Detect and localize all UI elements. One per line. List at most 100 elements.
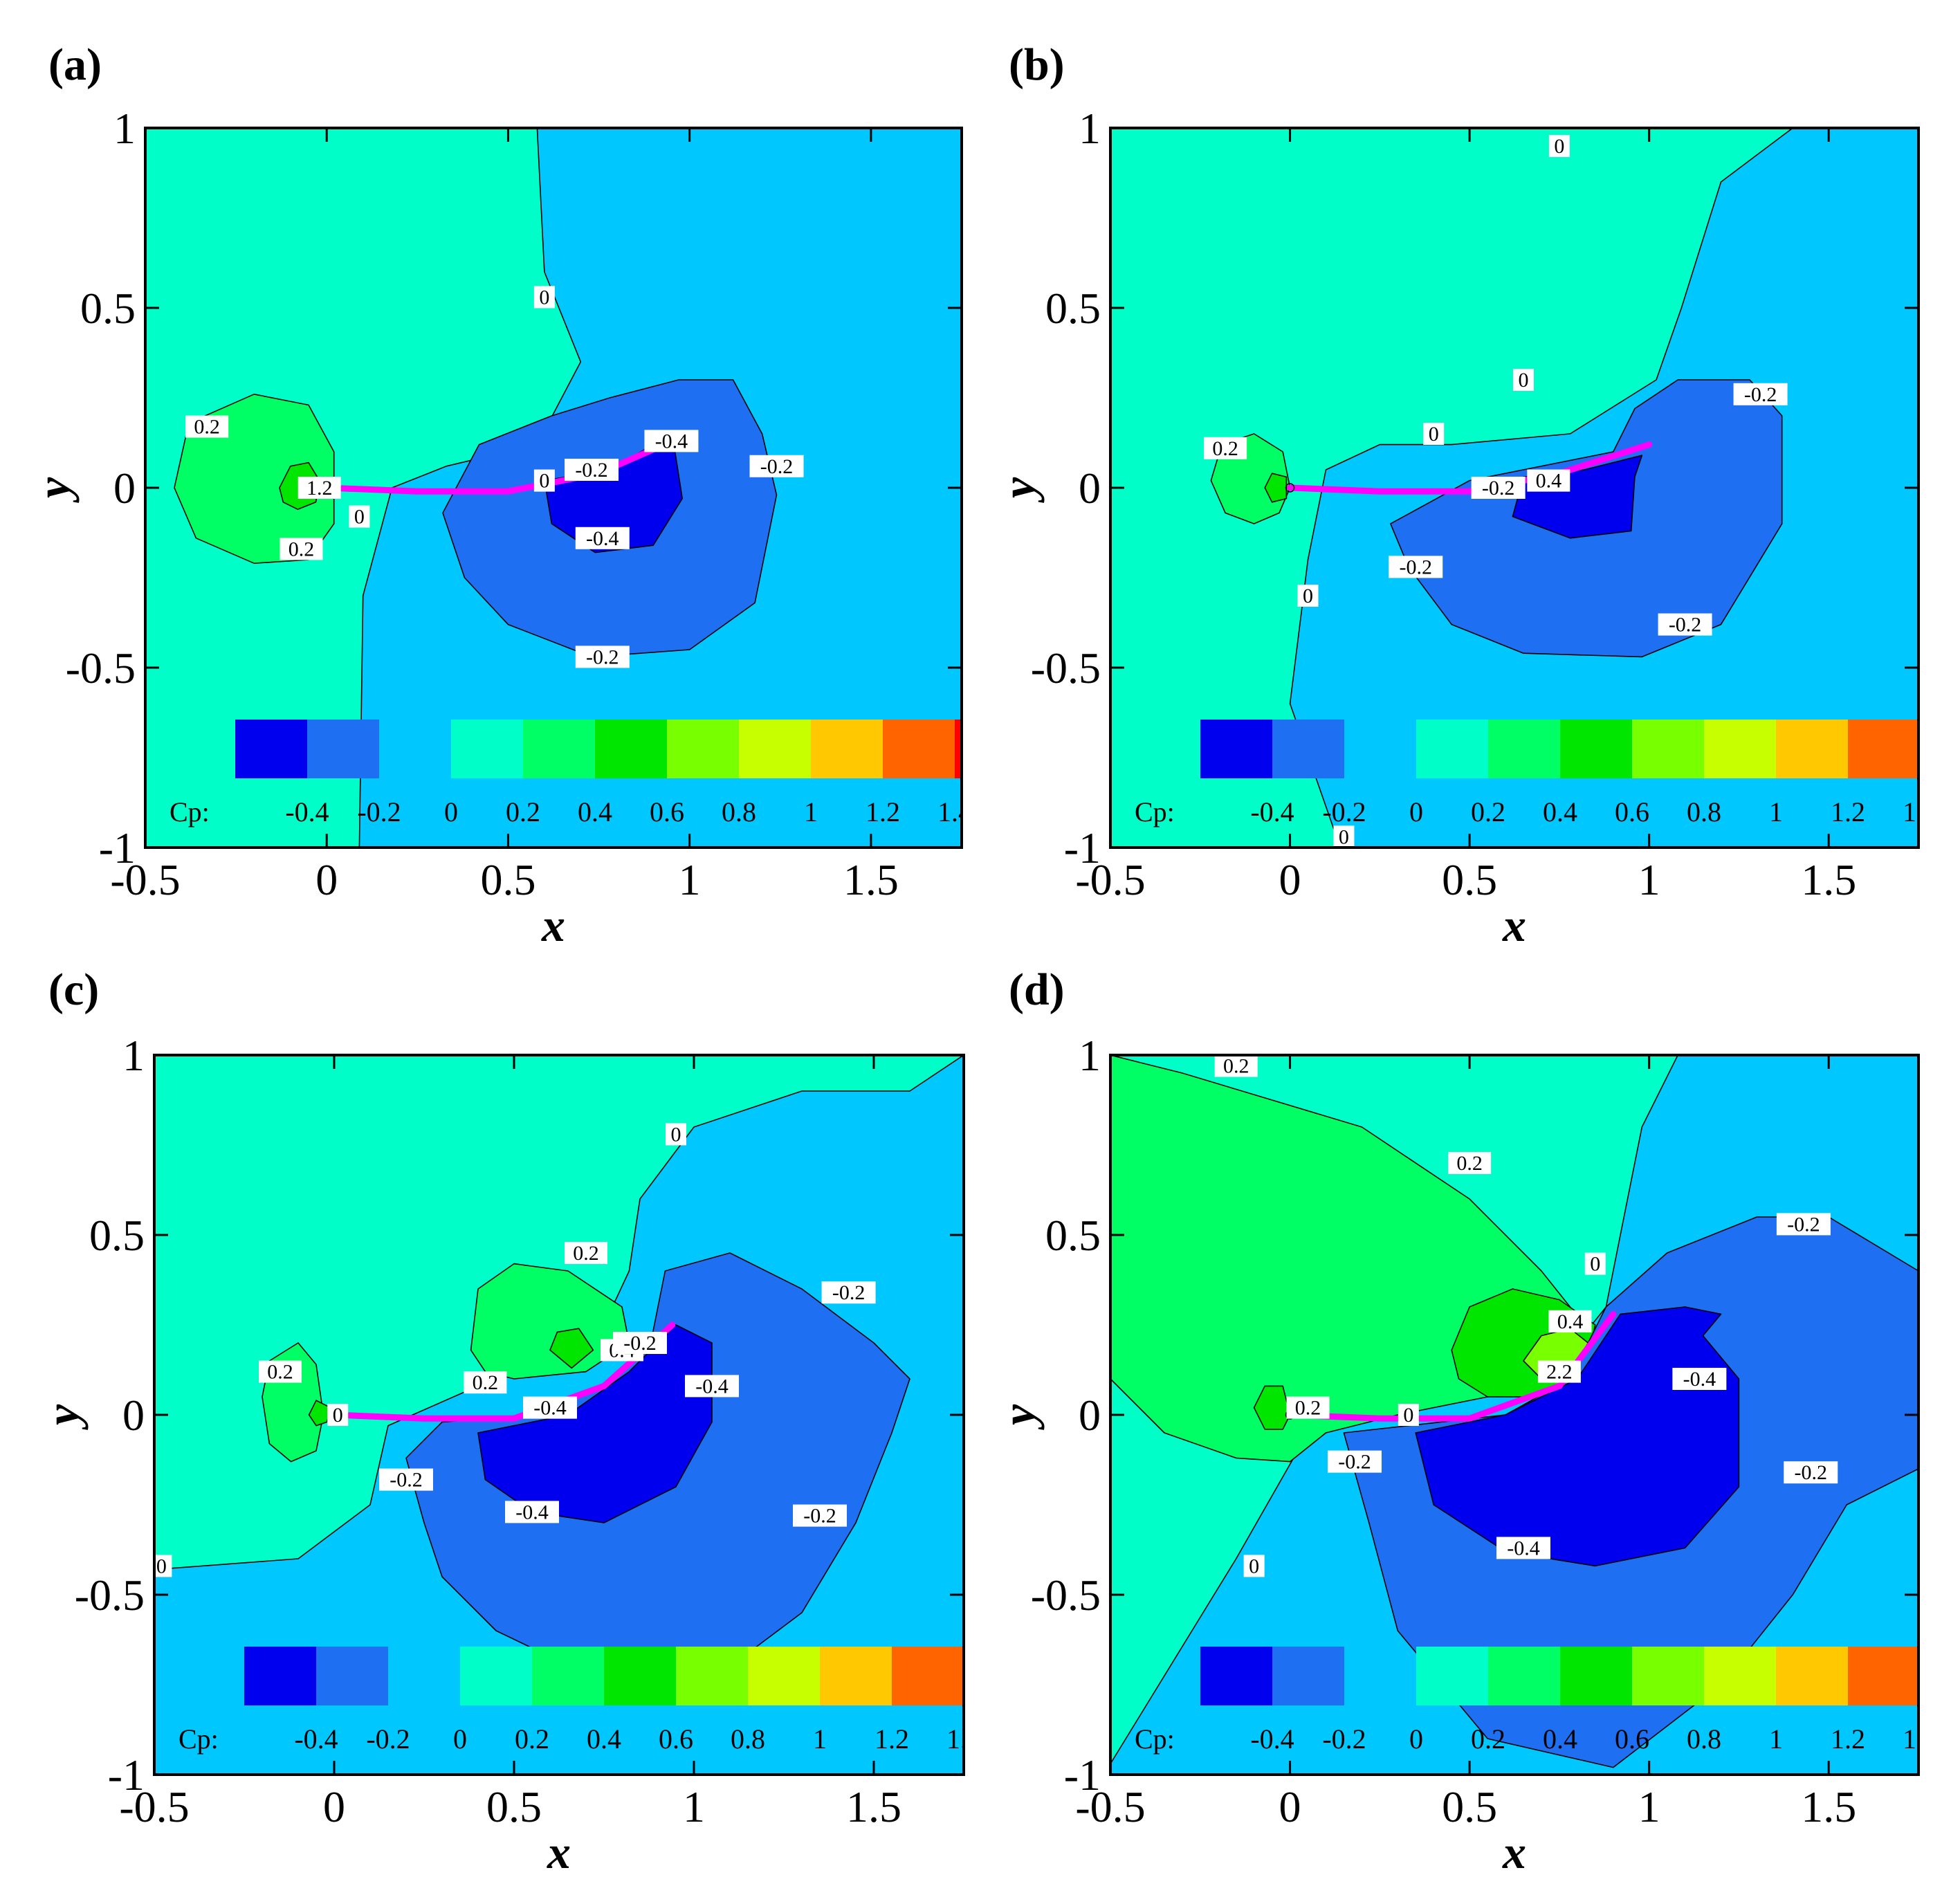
colorbar-tick-label: 0: [444, 796, 458, 827]
y-tick-label: -1: [99, 823, 136, 872]
colorbar-tick-label: 1.2: [1831, 796, 1865, 827]
colorbar-tick-label: -0.4: [1250, 796, 1294, 827]
colorbar-swatch: [523, 720, 595, 778]
y-tick-label: 0.5: [1045, 284, 1101, 333]
y-tick-label: -0.5: [1031, 1571, 1101, 1620]
contour-label: 0: [539, 286, 549, 309]
contour-label: -0.4: [1683, 1368, 1716, 1391]
contour-label-box: [280, 538, 323, 560]
colorbar-tick-label: 0.4: [1543, 1723, 1577, 1755]
contour-label: -0.2: [1795, 1461, 1828, 1484]
panel-letter: (d): [1009, 964, 1065, 1015]
contour-label: -0.2: [586, 645, 619, 668]
y-tick-label: -1: [1064, 823, 1101, 872]
colorbar-swatch: [739, 720, 811, 778]
contour-label: -0.2: [623, 1332, 657, 1355]
colorbar-swatch: [676, 1647, 748, 1705]
colorbar-swatch: [244, 1647, 316, 1705]
colorbar-swatch: [1488, 1647, 1560, 1705]
colorbar: Cp: -0.4 -0.2 0 0.2 0.4 0.6 0.8 1 1.2 1.4: [170, 720, 962, 827]
y-tick-label: 1: [122, 1031, 145, 1080]
x-tick-label: 1.5: [846, 1782, 901, 1831]
x-tick-label: -0.5: [1075, 855, 1145, 904]
contour-label: 0.4: [1557, 1310, 1584, 1333]
colorbar-tick-label: 0: [1409, 796, 1423, 827]
x-axis-label: x: [547, 1826, 571, 1877]
x-axis-label: x: [1502, 1826, 1526, 1877]
colorbar-swatch: [1704, 720, 1776, 778]
contour-label-box: [666, 1123, 686, 1146]
contour-label-box: [1527, 469, 1570, 492]
y-tick-label: 1: [1079, 1031, 1101, 1080]
contour-label: 0.2: [1223, 1055, 1249, 1078]
colorbar-swatch: [1488, 720, 1560, 778]
contour-label-box: [1204, 437, 1247, 459]
contour-label: 0: [539, 470, 549, 493]
colorbar-swatch: [1200, 720, 1272, 778]
colorbar-tick-label: 0.6: [650, 796, 684, 827]
colorbar-swatch: [1776, 1647, 1848, 1705]
contour-label-box: [1214, 1055, 1258, 1077]
y-axis-label: y: [992, 1404, 1045, 1430]
colorbar-tick-label: 0.8: [1687, 1723, 1721, 1755]
contour-label: 0: [156, 1555, 167, 1577]
contour-label: -0.2: [575, 459, 608, 482]
colorbar-tick-label: -0.2: [366, 1723, 410, 1755]
colorbar-tick-label: 1.4: [946, 1723, 981, 1755]
x-tick-label: -0.5: [1075, 1782, 1145, 1831]
colorbar-tick-label: 0.4: [578, 796, 612, 827]
colorbar-swatch: [748, 1647, 820, 1705]
contour-label-box: [259, 1360, 302, 1383]
contour-label-box: [185, 415, 229, 438]
y-axis-label: y: [992, 477, 1045, 503]
contour-label: -0.2: [832, 1281, 865, 1304]
x-axis-label: x: [541, 899, 565, 951]
colorbar-swatch: [1560, 720, 1632, 778]
colorbar-tick-label: 0.6: [1615, 796, 1649, 827]
y-tick-label: 0: [1079, 464, 1101, 513]
contour-label-box: [613, 1332, 667, 1354]
colorbar-title: Cp:: [1135, 1723, 1175, 1755]
colorbar-tick-label: 0.8: [731, 1723, 765, 1755]
colorbar-swatch: [1200, 1647, 1272, 1705]
panel-letter: (b): [1009, 39, 1065, 90]
contour-label: 0.2: [473, 1371, 499, 1394]
x-tick-label: 0.5: [486, 1782, 542, 1831]
contour-label: -0.2: [760, 455, 794, 478]
y-axis-label: y: [27, 477, 80, 503]
contour-label-box: [821, 1281, 876, 1304]
x-tick-label: 1: [683, 1782, 705, 1831]
y-tick-label: 0.5: [1045, 1211, 1101, 1260]
contour-label: 0.2: [1456, 1152, 1483, 1175]
colorbar-tick-label: 0.2: [506, 796, 540, 827]
contour-label-box: [1448, 1152, 1492, 1174]
contour-label-box: [349, 505, 370, 528]
panel-d: 0.20.20-0.20.40.2 02.2 -0.4-0.2 -0.2-0.40Cp…: [992, 964, 1920, 1877]
contour-label: -0.2: [1669, 614, 1702, 637]
colorbar-tick-label: 1: [1769, 796, 1783, 827]
plot-area: 0 0.2 0.2 0 0.2 -0.4 0.4 -0.2 -0.4 -0.2 -0.2 -0.4 -0…: [154, 1055, 981, 1775]
colorbar-swatch: [532, 1647, 604, 1705]
colorbar-tick-label: 0: [1409, 1723, 1423, 1755]
colorbar-tick-label: 0.6: [1615, 1723, 1649, 1755]
colorbar-swatch: [460, 1647, 532, 1705]
colorbar-tick-label: 1.4: [1903, 796, 1937, 827]
colorbar-tick-label: 1.2: [1831, 1723, 1865, 1755]
colorbar-swatch: [883, 720, 955, 778]
colorbar: Cp: -0.4 -0.2 0 0.2 0.4 0.6 0.8 1 1.2 1.4: [1135, 720, 1937, 827]
colorbar-swatch: [955, 720, 962, 778]
contour-label-box: [575, 645, 630, 668]
colorbar-swatch: [892, 1647, 964, 1705]
colorbar-tick-label: -0.2: [1322, 796, 1366, 827]
x-tick-label: 1: [1638, 1782, 1660, 1831]
colorbar: Cp: -0.4 -0.2 0 0.2 0.4 0.6 0.8 1 1.2 1.4: [1135, 1647, 1918, 1755]
contour-label-box: [1327, 1450, 1382, 1473]
y-tick-label: -1: [1064, 1750, 1101, 1800]
colorbar-tick-label: 1: [1769, 1723, 1783, 1755]
x-tick-label: 0.5: [480, 855, 535, 904]
flapping-plate: [323, 441, 668, 495]
contour-label-box: [297, 477, 341, 499]
x-tick-label: 1.5: [843, 855, 899, 904]
colorbar-tick-label: 1: [813, 1723, 827, 1755]
